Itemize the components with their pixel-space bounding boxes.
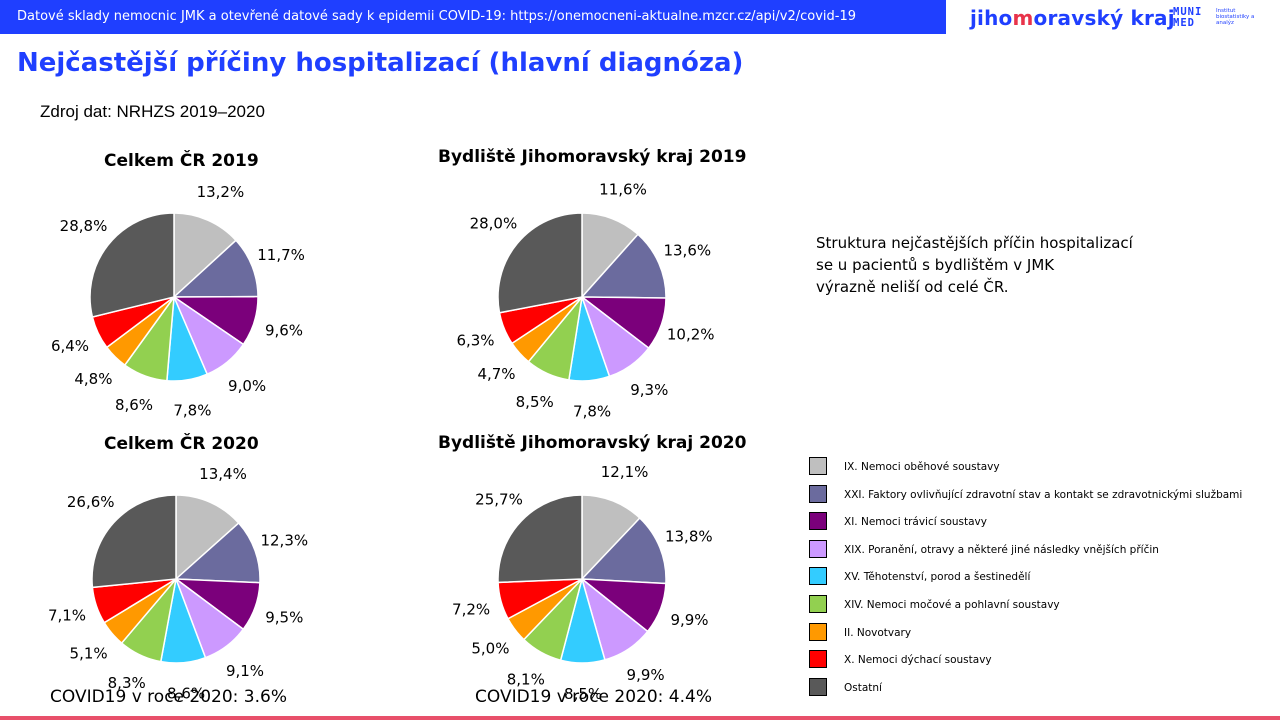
legend-label: II. Novotvary [844,626,912,639]
institute-logo-text: Institut biostatistiky a analýz [1216,8,1255,26]
legend-label: IX. Nemoci oběhové soustavy [844,461,1000,473]
chart-title-cr-2019: Celkem ČR 2019 [104,151,259,171]
pie-label-jmk-2020-3: 9,9% [627,666,665,684]
legend-swatch [809,622,827,641]
pie-label-cr-2019-4: 7,8% [173,402,211,420]
legend-swatch [809,567,827,586]
pie-label-jmk-2019-3: 9,3% [630,381,668,399]
pie-label-cr-2019-7: 6,4% [51,337,89,355]
pie-label-cr-2020-3: 9,1% [226,662,264,680]
pie-label-jmk-2020-0: 12,1% [601,463,649,481]
page-title: Nejčastější příčiny hospitalizací (hlavn… [17,48,744,78]
pie-slice-jmk-2019-0 [581,212,639,299]
pie-label-cr-2019-2: 9,6% [265,322,303,340]
legend-swatch [809,539,827,558]
summary-note-line-3: výrazně neliší od celé ČR. [816,278,1009,296]
legend-label: X. Nemoci dýchací soustavy [844,654,992,667]
bottom-divider [0,716,1280,720]
pie-slice-cr-2019-0 [173,212,238,299]
med-logo-text: MED [1173,17,1195,29]
pie-slice-cr-2020-0 [175,494,240,581]
pie-label-cr-2020-7: 7,1% [48,607,86,625]
chart-title-cr-2020: Celkem ČR 2020 [104,434,259,454]
jmk-logo: jihomoravský kraj [970,6,1175,30]
pie-label-cr-2019-0: 13,2% [197,183,245,201]
pie-label-jmk-2019-6: 4,7% [477,365,515,383]
summary-note-line-1: Struktura nejčastějších příčin hospitali… [816,234,1133,252]
pie-label-cr-2020-5: 8,3% [108,674,146,692]
pie-slice-jmk-2020-0 [581,494,641,581]
legend-swatch [809,457,827,475]
pie-slice-jmk-2019-8 [497,212,583,314]
legend-label: XIV. Nemoci močové a pohlavní soustavy [844,599,1060,611]
top-bar: Datové sklady nemocnic JMK a otevřené da… [0,0,946,34]
legend-swatch [809,595,827,613]
pie-label-cr-2020-0: 13,4% [199,465,247,483]
legend-swatch [809,484,827,503]
covid-share-jmk: COVID19 v roce 2020: 4.4% [475,687,712,707]
chart-title-jmk-2019: Bydliště Jihomoravský kraj 2019 [438,147,747,167]
pie-label-cr-2020-6: 5,1% [70,645,108,663]
pie-label-jmk-2019-0: 11,6% [599,181,647,199]
legend-label: XI. Nemoci trávicí soustavy [844,516,987,529]
pie-slice-cr-2020-8 [91,494,177,589]
pie-label-jmk-2020-1: 13,8% [665,527,713,545]
jmk-logo-part1: jiho [970,6,1013,30]
pie-slice-jmk-2020-8 [497,494,583,584]
pie-label-cr-2019-3: 9,0% [228,377,266,395]
data-source: Zdroj dat: NRHZS 2019–2020 [40,102,265,121]
pie-label-cr-2019-5: 8,6% [115,396,153,414]
pie-label-jmk-2020-6: 5,0% [471,640,509,658]
summary-note: Struktura nejčastějších příčin hospitali… [816,232,1176,298]
legend-swatch [809,512,827,531]
legend-label: XV. Těhotenství, porod a šestinedělí [844,571,1031,584]
pie-label-jmk-2019-4: 7,8% [573,403,611,421]
pie-slice-jmk-2019-1 [580,233,667,299]
pie-label-cr-2020-2: 9,5% [265,609,303,627]
pie-slice-jmk-2020-1 [580,516,667,585]
data-sources-text: Datové sklady nemocnic JMK a otevřené da… [17,9,857,24]
pie-label-jmk-2019-8: 28,0% [470,215,518,233]
pie-label-cr-2019-6: 4,8% [74,370,112,388]
chart-title-jmk-2020: Bydliště Jihomoravský kraj 2020 [438,433,747,453]
jmk-logo-part3: oravský kraj [1033,6,1175,30]
muni-logo-text: MUNI [1173,6,1203,18]
legend-label: Ostatní [844,681,882,694]
pie-slice-cr-2019-8 [89,212,175,318]
pie-slice-cr-2020-1 [174,522,261,584]
pie-label-jmk-2019-1: 13,6% [663,242,711,260]
legend-swatch [809,650,827,669]
pie-label-jmk-2019-7: 6,3% [456,331,494,349]
summary-note-line-2: se u pacientů s bydlištěm v JMK [816,256,1055,274]
pie-label-cr-2020-1: 12,3% [260,531,308,549]
legend-label: XIX. Poranění, otravy a některé jiné nás… [844,543,1159,556]
pie-label-cr-2020-4: 8,6% [167,685,205,703]
pie-label-cr-2019-8: 28,8% [60,217,108,235]
pie-slice-cr-2019-1 [172,239,259,298]
muni-med-logo: MUNI MED [1173,7,1201,29]
pie-label-jmk-2020-4: 8,5% [564,685,602,703]
pie-label-cr-2020-8: 26,6% [67,493,115,511]
covid-share-cr: COVID19 v roce 2020: 3.6% [50,687,287,707]
jmk-logo-part2: m [1012,6,1034,30]
pie-label-jmk-2020-7: 7,2% [452,600,490,618]
legend-label: XXI. Faktory ovlivňující zdravotní stav … [844,488,1243,501]
pie-label-jmk-2020-5: 8,1% [507,670,545,688]
legend-swatch [809,677,827,696]
pie-label-jmk-2020-8: 25,7% [475,490,523,508]
pie-label-jmk-2020-2: 9,9% [670,611,708,629]
pie-label-jmk-2019-5: 8,5% [516,393,554,411]
pie-label-cr-2019-1: 11,7% [257,246,305,264]
pie-label-jmk-2019-2: 10,2% [667,326,715,344]
